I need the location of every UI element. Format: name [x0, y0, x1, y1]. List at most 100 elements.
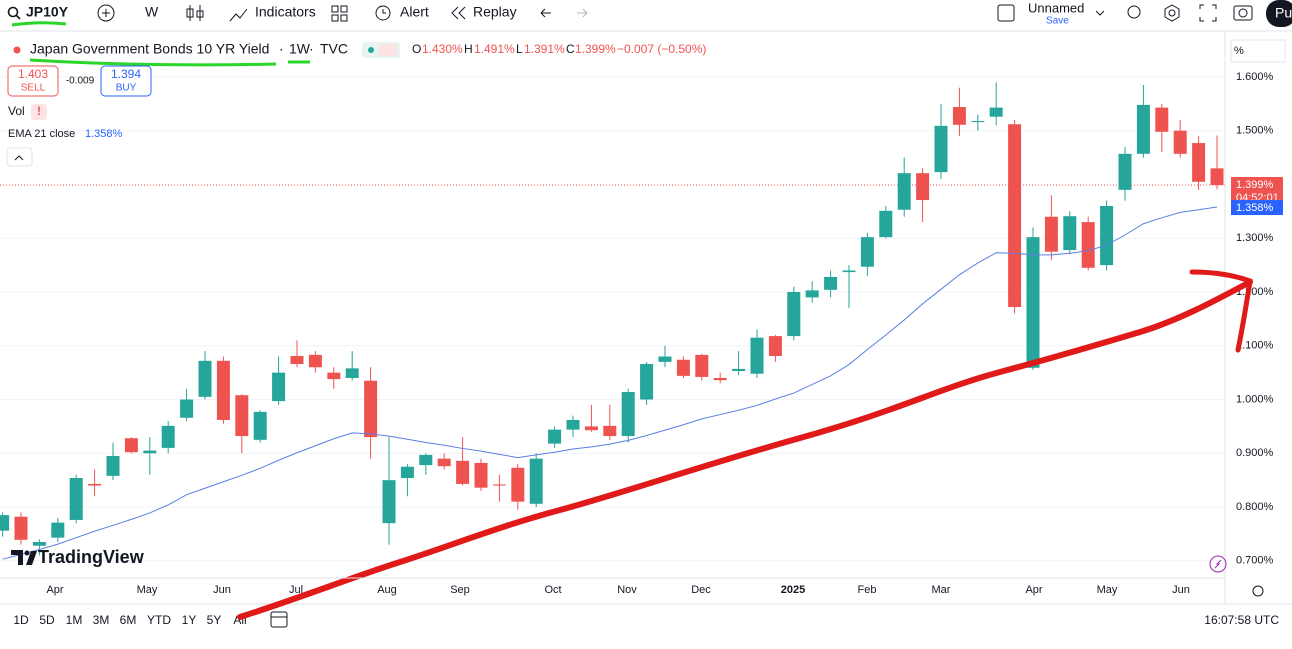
svg-text:!: ! [37, 104, 41, 118]
candle-body [1118, 153, 1132, 190]
candle-body [897, 173, 911, 210]
ohlc-change: −0.007 (−0.50%) [617, 42, 706, 56]
vol-label: Vol [8, 104, 25, 118]
x-tick-label: Feb [858, 584, 877, 596]
candle-body [1136, 104, 1150, 154]
range-button[interactable]: 1Y [182, 613, 197, 627]
candle-body [1210, 168, 1224, 186]
x-tick-label: Mar [932, 584, 951, 596]
candle-body [824, 276, 838, 290]
spread: -0.009 [66, 76, 95, 87]
candle-body [787, 291, 801, 337]
candle-body [106, 455, 120, 476]
range-button[interactable]: 1M [66, 613, 83, 627]
x-tick-label: Apr [46, 584, 63, 596]
candle-body [419, 454, 433, 466]
candle-body [1155, 107, 1169, 132]
ohlc-key: O [412, 42, 421, 56]
candle-body [1063, 216, 1077, 251]
last-price-value: 1.399% [1236, 179, 1274, 191]
legend-source: TVC [320, 41, 348, 57]
ema-price-tag [1231, 200, 1283, 216]
x-tick-label: Jun [1172, 584, 1190, 596]
candle-body [1008, 124, 1022, 308]
candle-body [750, 337, 764, 374]
logo-text: TradingView [38, 547, 145, 567]
alert-button[interactable]: Alert [400, 4, 429, 20]
replay-button[interactable]: Replay [473, 4, 517, 20]
range-button[interactable]: 1D [13, 613, 29, 627]
x-tick-label: Dec [691, 584, 711, 596]
x-tick-label: Aug [377, 584, 397, 596]
symbol[interactable]: JP10Y [26, 4, 69, 20]
candle-body [364, 380, 378, 438]
sell-button[interactable]: SELL [21, 83, 46, 94]
ohlc-value: 1.430% [422, 42, 463, 56]
candle-body [1044, 216, 1058, 252]
axis-unit[interactable]: % [1234, 45, 1244, 57]
candle-body [235, 395, 249, 437]
x-tick-label: Nov [617, 584, 637, 596]
candle-body [69, 478, 83, 520]
ema-value: 1.358% [85, 128, 123, 140]
x-tick-label: Sep [450, 584, 470, 596]
x-tick-label: Jul [289, 584, 303, 596]
y-tick-label: 1.300% [1236, 232, 1274, 244]
ohlc-value: 1.391% [524, 42, 565, 56]
ema-line [2, 206, 1218, 560]
price-axis: % 0.700%0.800%0.900%1.000%1.100%1.200%1.… [1209, 31, 1286, 604]
candle-body [456, 460, 470, 484]
candle-body [253, 411, 267, 440]
annotation [237, 269, 1253, 620]
ohlc-key: C [566, 42, 575, 56]
candle-body [492, 484, 506, 486]
plot [0, 76, 1225, 562]
candle-body [400, 466, 414, 479]
range-button[interactable]: YTD [147, 613, 171, 627]
candle-body [695, 354, 709, 377]
y-tick-label: 0.900% [1236, 447, 1274, 459]
candle-body [989, 107, 1003, 117]
range-button[interactable]: 3M [93, 613, 110, 627]
indicators-button[interactable]: Indicators [255, 4, 316, 20]
legend-interval: 1W [289, 41, 311, 57]
y-tick-label: 0.800% [1236, 501, 1274, 513]
ema-price-value: 1.358% [1236, 202, 1274, 214]
candle-body [713, 378, 727, 381]
candle-body [676, 359, 690, 376]
logo: TradingView [11, 547, 145, 567]
bottom-bar: 16:07:58 UTC 1D 5D 1M 3M 6M YTD 1Y 5Y All [0, 603, 1292, 628]
candle-body [916, 173, 930, 201]
ohlc-key: H [464, 42, 473, 56]
range-button[interactable]: 5Y [207, 613, 222, 627]
x-tick-label: May [137, 584, 158, 596]
candle-body [437, 458, 451, 467]
candle-body [511, 467, 525, 502]
buy-button[interactable]: BUY [116, 83, 137, 94]
range-button[interactable]: 5D [39, 613, 55, 627]
interval-button[interactable]: W [145, 4, 159, 20]
layout-name[interactable]: Unnamed [1028, 0, 1084, 15]
range-button[interactable]: 6M [120, 613, 137, 627]
ohlc-value: 1.399% [575, 42, 616, 56]
x-tick-label: Apr [1025, 584, 1042, 596]
candle-body [879, 210, 893, 238]
y-tick-label: 1.600% [1236, 71, 1274, 83]
top-toolbar: JP10Y W Indicators Alert Replay Unnamed … [0, 0, 1292, 32]
candle-body [805, 290, 819, 298]
symbol-title: Japan Government Bonds 10 YR Yield [30, 41, 269, 57]
candle-body [1026, 237, 1040, 368]
candle-body [566, 419, 580, 430]
separator: · [279, 41, 284, 57]
candle-body [548, 429, 562, 444]
save-label[interactable]: Save [1046, 16, 1069, 27]
candle-body [529, 458, 543, 504]
x-tick-label: Oct [544, 584, 561, 596]
y-tick-label: 0.700% [1236, 555, 1274, 567]
publish-button[interactable]: Pu [1275, 5, 1292, 21]
candle-body [1081, 222, 1095, 268]
sell-price[interactable]: 1.403 [18, 67, 48, 81]
candle-body [842, 270, 856, 273]
buy-price[interactable]: 1.394 [111, 67, 141, 81]
